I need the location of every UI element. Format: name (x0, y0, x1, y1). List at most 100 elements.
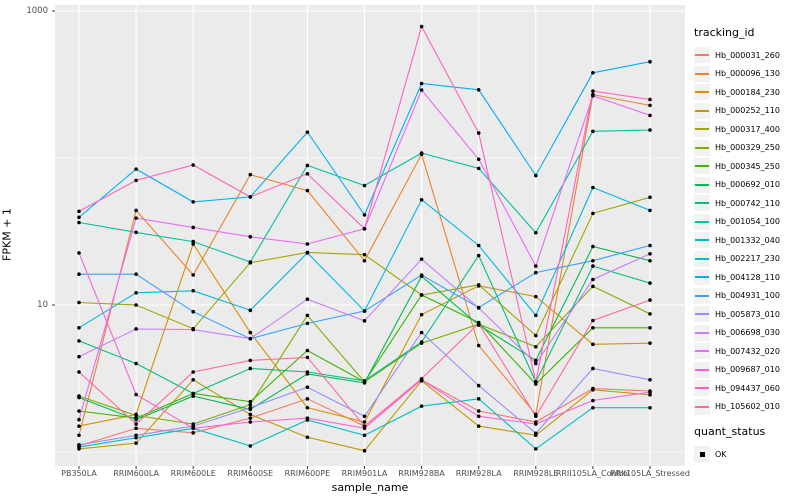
data-point (476, 166, 481, 171)
legend-tracking-title: tracking_id (694, 26, 755, 39)
data-point (362, 420, 367, 424)
data-point (419, 312, 424, 317)
data-point (191, 377, 195, 382)
legend-ok-label: OK (715, 449, 727, 459)
data-point (191, 273, 195, 277)
legend-item-Hb_001054_100: Hb_001054_100 (694, 213, 800, 232)
legend-line-swatch (695, 368, 709, 371)
data-point (362, 309, 367, 313)
data-point (134, 327, 138, 331)
data-point (305, 188, 310, 193)
legend-item-Hb_000031_260: Hb_000031_260 (694, 46, 800, 65)
legend-key (694, 343, 710, 360)
data-point (419, 257, 424, 261)
data-point (134, 422, 138, 426)
data-point (362, 319, 367, 323)
data-point (362, 252, 367, 257)
legend-label: Hb_000692_010 (715, 180, 780, 190)
x-tick-label: RRII105LA_Control (555, 469, 630, 478)
data-point (77, 433, 81, 438)
legend-item-ok: OK (694, 445, 800, 464)
data-point (648, 195, 652, 200)
x-tick-label: RRII105LA_Stressed (610, 469, 690, 478)
data-point (648, 251, 652, 256)
legend-line-swatch (695, 387, 709, 390)
x-tick-label: RRIM600LE (170, 469, 216, 478)
data-point (362, 183, 367, 188)
data-point (77, 209, 81, 214)
legend-label: Hb_006698_030 (715, 328, 780, 338)
legend-quant-title: quant_status (694, 425, 766, 438)
data-point (305, 435, 310, 440)
data-point (248, 336, 253, 341)
data-point (77, 354, 81, 359)
data-point (191, 239, 195, 244)
data-point (77, 300, 81, 305)
data-point (248, 235, 253, 239)
data-point (419, 88, 424, 92)
data-point (305, 385, 310, 389)
data-point (591, 387, 595, 392)
data-point (591, 129, 595, 134)
legend-key (694, 380, 710, 397)
data-point (362, 226, 367, 231)
data-point (305, 297, 310, 302)
data-point (305, 416, 310, 420)
data-point (419, 404, 424, 408)
legend-item-Hb_007432_020: Hb_007432_020 (694, 342, 800, 361)
data-point (191, 370, 195, 374)
data-point (134, 441, 138, 445)
legend-label: Hb_007432_020 (715, 346, 780, 356)
data-point (534, 422, 538, 426)
legend-line-swatch (695, 276, 709, 279)
y-tick-label: 1000 (26, 6, 48, 16)
data-point (591, 258, 595, 263)
data-point (534, 333, 538, 338)
legend-item-Hb_000184_230: Hb_000184_230 (694, 83, 800, 102)
data-point (476, 243, 481, 248)
data-point (134, 291, 138, 295)
data-point (134, 413, 138, 418)
legend-line-swatch (695, 91, 709, 94)
legend-line-swatch (695, 165, 709, 168)
data-point (648, 312, 652, 316)
data-point (191, 225, 195, 230)
data-point (419, 376, 424, 381)
x-axis-title: sample_name (331, 481, 409, 494)
legend-key (694, 84, 710, 101)
data-point (248, 366, 253, 371)
data-point (362, 258, 367, 263)
data-point (534, 173, 538, 178)
data-point (191, 309, 195, 314)
data-point (591, 93, 595, 98)
data-point (534, 414, 538, 419)
data-point (134, 216, 138, 220)
data-point (591, 284, 595, 289)
legend-key (694, 195, 710, 212)
data-point (648, 128, 652, 132)
data-point (648, 298, 652, 302)
data-point (248, 330, 253, 335)
legend-line-swatch (695, 239, 709, 242)
data-point (534, 294, 538, 299)
data-point (191, 394, 195, 398)
data-point (362, 424, 367, 428)
data-point (534, 313, 538, 318)
data-point (77, 220, 81, 225)
legend-line-swatch (695, 146, 709, 149)
data-point (591, 277, 595, 282)
data-point (134, 178, 138, 183)
data-point (476, 283, 481, 287)
legend-line-swatch (695, 202, 709, 205)
data-point (648, 405, 652, 410)
data-point (77, 272, 81, 277)
data-point (419, 197, 424, 202)
legend-key (694, 324, 710, 341)
data-point (476, 306, 481, 310)
legend-line-swatch (695, 405, 709, 408)
data-point (191, 431, 195, 435)
x-tick-label: PB350LA (61, 469, 97, 478)
data-point (248, 444, 253, 448)
